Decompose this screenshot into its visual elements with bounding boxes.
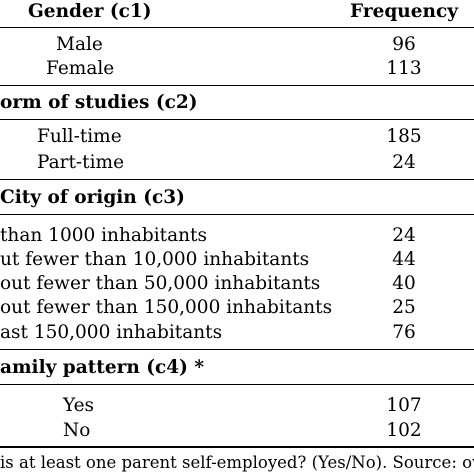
row-label: out fewer than 50,000 inhabitants — [0, 273, 321, 294]
row-value: 24 — [392, 152, 416, 173]
section-rule — [0, 384, 474, 385]
table-row: Male 96 — [0, 33, 474, 57]
table-header-row: Gender (c1) Frequency — [0, 0, 474, 24]
row-label: ut fewer than 10,000 inhabitants — [0, 249, 310, 270]
row-label: Full-time — [37, 126, 122, 147]
row-label: Part-time — [37, 152, 125, 173]
row-label: Yes — [63, 395, 95, 416]
row-label: out fewer than 150,000 inhabitants — [0, 297, 333, 318]
section-title: amily pattern (c4) * — [0, 357, 204, 378]
row-value: 113 — [386, 58, 422, 79]
row-label: ast 150,000 inhabitants — [0, 322, 223, 343]
row-value: 185 — [386, 126, 422, 147]
row-label: than 1000 inhabitants — [0, 225, 207, 246]
section-rule — [0, 119, 474, 120]
table-row: out fewer than 150,000 inhabitants 25 — [0, 296, 474, 320]
table-row: Full-time 185 — [0, 125, 474, 149]
header-rule — [0, 27, 474, 28]
row-value: 96 — [392, 34, 416, 55]
table-footnote: is at least one parent self-employed? (Y… — [0, 453, 474, 472]
section-title-row: orm of studies (c2) — [0, 91, 474, 115]
row-value: 40 — [392, 273, 416, 294]
section-title: City of origin (c3) — [0, 187, 185, 208]
row-value: 25 — [392, 297, 416, 318]
header-category: Gender (c1) — [28, 1, 152, 22]
row-label: Female — [46, 58, 115, 79]
section-title-row: City of origin (c3) — [0, 186, 474, 210]
header-frequency: Frequency — [350, 1, 458, 22]
row-label: No — [63, 420, 91, 441]
table-row: ast 150,000 inhabitants 76 — [0, 321, 474, 345]
table-row: ut fewer than 10,000 inhabitants 44 — [0, 248, 474, 272]
row-label: Male — [56, 34, 103, 55]
bottom-rule — [0, 446, 474, 448]
row-value: 24 — [392, 225, 416, 246]
table-row: than 1000 inhabitants 24 — [0, 224, 474, 248]
table-row: out fewer than 50,000 inhabitants 40 — [0, 272, 474, 296]
table-row: Yes 107 — [0, 394, 474, 418]
table-row: Female 113 — [0, 57, 474, 81]
table-row: Part-time 24 — [0, 151, 474, 175]
row-value: 102 — [386, 420, 422, 441]
section-rule — [0, 214, 474, 215]
section-rule — [0, 179, 474, 180]
section-title: orm of studies (c2) — [0, 92, 198, 113]
row-value: 44 — [392, 249, 416, 270]
section-title-row: amily pattern (c4) * — [0, 356, 474, 380]
row-value: 107 — [386, 395, 422, 416]
section-rule — [0, 349, 474, 350]
section-rule — [0, 85, 474, 86]
row-value: 76 — [392, 322, 416, 343]
table-row: No 102 — [0, 419, 474, 443]
